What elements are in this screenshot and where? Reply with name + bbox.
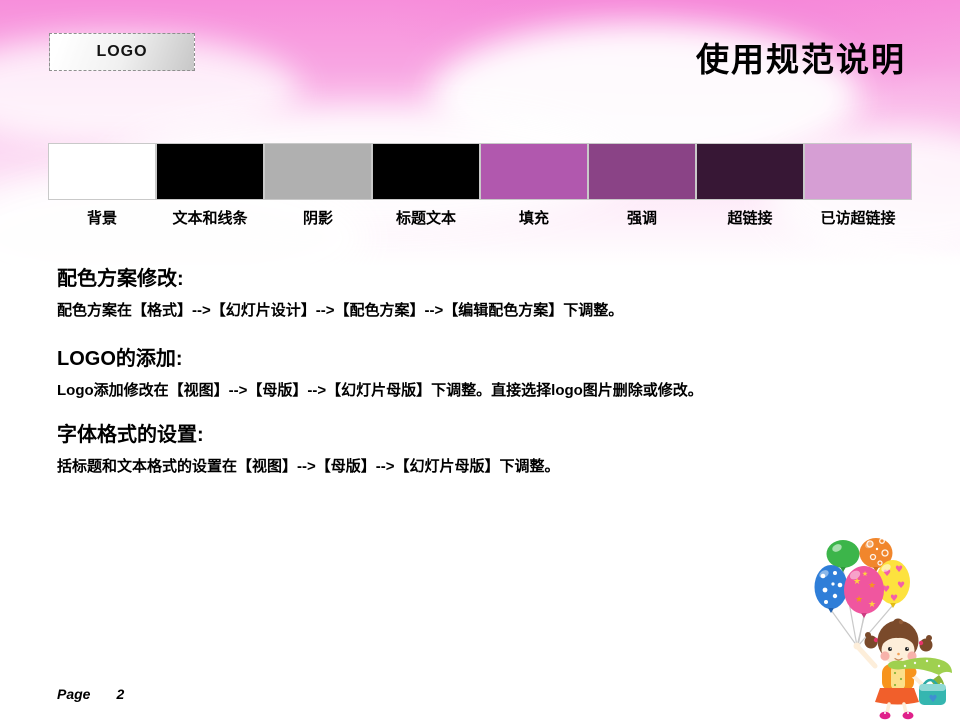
svg-text:★: ★ bbox=[862, 570, 868, 578]
pigtail-left bbox=[864, 632, 879, 649]
color-swatch-3 bbox=[373, 144, 479, 199]
color-swatch-7 bbox=[805, 144, 911, 199]
svg-text:♥: ♥ bbox=[895, 565, 903, 575]
svg-text:★: ★ bbox=[868, 600, 876, 610]
section-font-format: 字体格式的设置: 括标题和文本格式的设置在【视图】-->【母版】-->【幻灯片母… bbox=[57, 422, 560, 477]
svg-text:♥: ♥ bbox=[929, 694, 938, 705]
color-swatch-label-0: 背景 bbox=[86, 210, 117, 227]
logo-text: LOGO bbox=[96, 43, 148, 60]
color-swatch-6 bbox=[697, 144, 803, 199]
color-swatch-label-7: 已访超链接 bbox=[820, 210, 896, 227]
logo-placeholder: LOGO bbox=[49, 33, 195, 71]
svg-text:♥: ♥ bbox=[890, 594, 898, 604]
color-swatch-5 bbox=[589, 144, 695, 199]
svg-text:♥: ♥ bbox=[882, 585, 890, 595]
svg-text:★: ★ bbox=[855, 595, 863, 605]
balloon-pink: ★ ★ ★ ★ ★ bbox=[844, 566, 884, 618]
section-body: 配色方案在【格式】-->【幻灯片设计】-->【配色方案】-->【编辑配色方案】下… bbox=[57, 302, 624, 319]
svg-text:★: ★ bbox=[853, 577, 861, 587]
svg-text:♥: ♥ bbox=[897, 581, 905, 591]
balloon-blue bbox=[814, 565, 848, 613]
girl-with-balloons-illustration: ♥ ♥ ♥♥ ♥ ★ ★ ★ ★ ★ bbox=[814, 538, 952, 720]
balloon-green bbox=[826, 540, 860, 572]
section-logo-add: LOGO的添加: Logo添加修改在【视图】-->【母版】-->【幻灯片母版】下… bbox=[57, 346, 703, 401]
color-swatch-label-2: 阴影 bbox=[302, 210, 333, 227]
color-swatch-label-1: 文本和线条 bbox=[172, 210, 248, 227]
page-footer-label: Page bbox=[57, 686, 91, 702]
section-heading: 字体格式的设置: bbox=[57, 424, 204, 446]
section-heading: 配色方案修改: bbox=[57, 268, 184, 290]
color-swatch-0 bbox=[49, 144, 155, 199]
color-swatch-1 bbox=[157, 144, 263, 199]
section-heading: LOGO的添加: bbox=[57, 348, 183, 370]
section-body: Logo添加修改在【视图】-->【母版】-->【幻灯片母版】下调整。直接选择lo… bbox=[57, 382, 703, 399]
girl-figure: ♥ bbox=[853, 618, 952, 720]
page-number: 2 bbox=[116, 686, 125, 702]
section-color-scheme: 配色方案修改: 配色方案在【格式】-->【幻灯片设计】-->【配色方案】-->【… bbox=[57, 266, 623, 321]
color-swatch-label-6: 超链接 bbox=[727, 210, 773, 227]
section-body: 括标题和文本格式的设置在【视图】-->【母版】-->【幻灯片母版】下调整。 bbox=[57, 458, 560, 475]
page-footer: Page 2 bbox=[57, 686, 124, 702]
svg-text:★: ★ bbox=[868, 581, 876, 591]
color-swatch-label-5: 强调 bbox=[626, 210, 657, 227]
svg-text:♥: ♥ bbox=[883, 569, 891, 579]
balloon-yellow: ♥ ♥ ♥♥ ♥ bbox=[876, 560, 910, 608]
pigtail-right bbox=[918, 635, 933, 652]
bag: ♥ bbox=[919, 678, 946, 705]
color-swatch-label-3: 标题文本 bbox=[395, 210, 456, 227]
color-swatch-2 bbox=[265, 144, 371, 199]
page-title: 使用规范说明 bbox=[696, 41, 906, 78]
color-swatch-strip bbox=[48, 143, 912, 200]
color-swatch-labels: 背景 文本和线条 阴影 标题文本 填充 强调 超链接 已访超链接 bbox=[48, 207, 912, 228]
color-swatch-label-4: 填充 bbox=[518, 210, 549, 227]
color-swatch-4 bbox=[481, 144, 587, 199]
balloon-orange bbox=[859, 538, 893, 572]
